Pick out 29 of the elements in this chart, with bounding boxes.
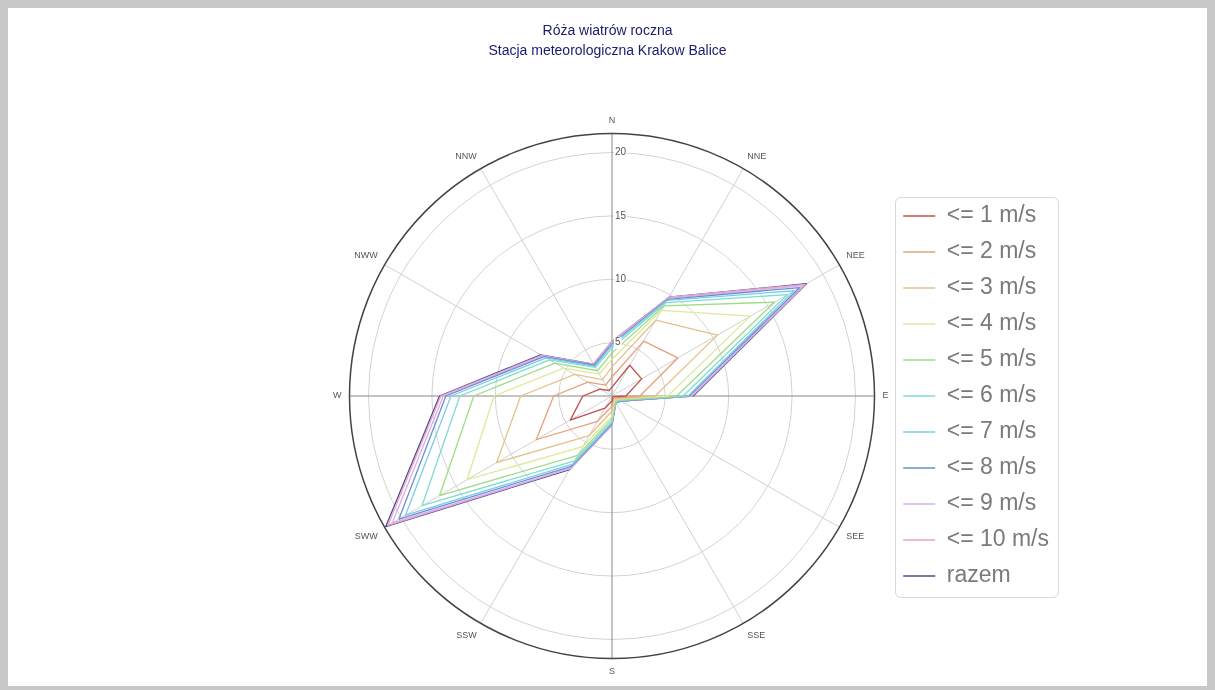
legend-label: <= 1 m/s bbox=[946, 201, 1037, 228]
y-tick-label: 15 bbox=[615, 209, 627, 221]
spoke-label: N bbox=[608, 114, 616, 125]
legend-label: <= 5 m/s bbox=[946, 345, 1037, 372]
legend-label: <= 2 m/s bbox=[946, 237, 1037, 264]
spoke-label: NNE bbox=[747, 150, 767, 161]
legend-label: <= 4 m/s bbox=[946, 309, 1037, 336]
spoke-label: NEE bbox=[846, 249, 865, 260]
legend-label: <= 8 m/s bbox=[946, 453, 1037, 480]
spoke-label: W bbox=[332, 390, 342, 401]
spoke-label: E bbox=[882, 390, 889, 401]
spoke-label: SWW bbox=[354, 531, 379, 542]
spoke-label: S bbox=[608, 666, 616, 677]
legend-label: <= 9 m/s bbox=[946, 489, 1037, 516]
legend-label: <= 7 m/s bbox=[946, 417, 1037, 444]
chart-subtitle: Stacja meteorologiczna Krakow Balice bbox=[487, 41, 728, 60]
y-tick-label: 20 bbox=[615, 146, 627, 158]
legend-label: <= 10 m/s bbox=[946, 525, 1050, 552]
y-tick-label: 5 bbox=[615, 336, 621, 348]
y-tick-label: 10 bbox=[615, 273, 627, 285]
spoke-label: NWW bbox=[354, 249, 379, 260]
spoke-label: SSW bbox=[456, 630, 478, 641]
legend-label: <= 3 m/s bbox=[946, 273, 1037, 300]
legend-label: <= 6 m/s bbox=[946, 381, 1037, 408]
spoke-label: SSE bbox=[747, 630, 766, 641]
spoke-label: NNW bbox=[455, 150, 478, 161]
legend-label: razem bbox=[946, 561, 1011, 588]
spoke-label: SEE bbox=[846, 531, 865, 542]
chart-title: Róża wiatrów roczna bbox=[541, 21, 674, 40]
